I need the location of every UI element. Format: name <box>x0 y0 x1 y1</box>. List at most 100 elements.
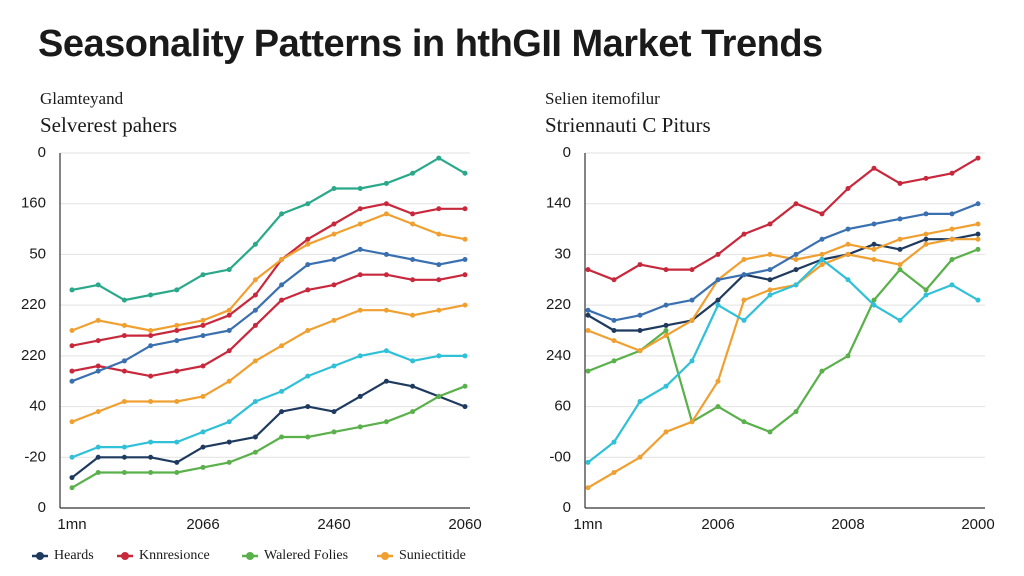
data-point <box>819 368 825 374</box>
data-point <box>383 378 389 384</box>
data-point <box>611 277 617 283</box>
data-point <box>331 282 337 288</box>
data-point <box>949 257 955 262</box>
data-point <box>637 262 643 268</box>
data-point <box>410 221 416 227</box>
x-tick-label: 2000 <box>961 516 994 533</box>
legend-marker <box>36 552 44 560</box>
data-point <box>462 206 468 212</box>
data-point <box>174 287 180 293</box>
series-line <box>587 157 979 281</box>
legend-label: Knnresionce <box>139 548 210 563</box>
x-tick-label: 2008 <box>831 516 864 533</box>
data-point <box>148 328 154 333</box>
data-point <box>689 267 695 273</box>
chart-title: Striennauti C Piturs <box>545 113 711 137</box>
data-point <box>949 226 955 232</box>
data-point <box>95 363 101 369</box>
data-point <box>331 231 337 237</box>
data-point <box>305 241 311 247</box>
data-point <box>585 459 591 465</box>
data-point <box>897 267 903 273</box>
data-point <box>793 201 799 207</box>
data-point <box>975 231 981 237</box>
data-point <box>462 353 468 359</box>
data-point <box>462 302 468 308</box>
data-point <box>663 328 669 333</box>
data-point <box>69 378 75 384</box>
data-point <box>95 444 101 450</box>
data-point <box>200 429 206 435</box>
data-point <box>663 322 669 328</box>
data-point <box>741 419 747 425</box>
series-line <box>71 248 466 383</box>
data-point <box>611 338 617 344</box>
y-tick-label: 240 <box>546 347 571 364</box>
data-point <box>462 383 468 389</box>
data-point <box>200 444 206 450</box>
data-point <box>226 267 232 273</box>
data-point <box>331 363 337 369</box>
data-point <box>383 307 389 313</box>
data-point <box>767 277 773 283</box>
y-tick-label: -00 <box>549 448 571 465</box>
data-point <box>767 267 773 273</box>
data-point <box>975 246 981 252</box>
data-point <box>793 251 799 257</box>
data-point <box>871 221 877 227</box>
data-point <box>383 348 389 354</box>
data-point <box>436 155 442 161</box>
x-tick-label: 2460 <box>317 516 350 533</box>
data-point <box>923 241 929 247</box>
x-tick-label: 2006 <box>701 516 734 533</box>
data-point <box>819 262 825 268</box>
data-point <box>252 399 258 404</box>
data-point <box>305 404 311 410</box>
data-point <box>897 236 903 242</box>
series-line <box>587 233 979 332</box>
data-point <box>585 485 591 491</box>
data-point <box>741 231 747 237</box>
series-line <box>71 273 466 378</box>
data-point <box>975 201 981 207</box>
legend-marker <box>381 552 389 560</box>
data-point <box>174 328 180 333</box>
data-point <box>663 333 669 339</box>
data-point <box>410 409 416 415</box>
data-point <box>226 459 232 465</box>
data-point <box>949 170 955 176</box>
x-tick-label: 1mn <box>57 516 86 533</box>
data-point <box>305 328 311 333</box>
data-point <box>279 282 285 288</box>
data-point <box>121 399 127 404</box>
series-line <box>587 238 978 489</box>
data-point <box>637 328 643 333</box>
data-point <box>305 287 311 293</box>
data-point <box>975 221 981 227</box>
data-point <box>383 251 389 257</box>
data-point <box>741 297 747 303</box>
data-point <box>793 409 799 415</box>
data-point <box>331 409 337 415</box>
data-point <box>923 236 929 242</box>
data-point <box>121 470 127 475</box>
data-point <box>174 338 180 344</box>
data-point <box>715 378 721 384</box>
data-point <box>357 353 363 359</box>
y-tick-label: 140 <box>546 195 571 212</box>
data-point <box>331 317 337 323</box>
data-point <box>767 251 773 257</box>
data-point <box>383 201 389 207</box>
series-line <box>71 385 466 489</box>
data-point <box>715 302 721 308</box>
data-point <box>121 333 127 339</box>
data-point <box>819 251 825 257</box>
data-point <box>69 419 75 425</box>
data-point <box>436 353 442 359</box>
data-point <box>436 277 442 283</box>
y-tick-label: 220 <box>546 296 571 313</box>
data-point <box>279 211 285 217</box>
data-point <box>689 317 695 323</box>
chart-title: Selverest pahers <box>40 113 177 137</box>
data-point <box>226 439 232 445</box>
